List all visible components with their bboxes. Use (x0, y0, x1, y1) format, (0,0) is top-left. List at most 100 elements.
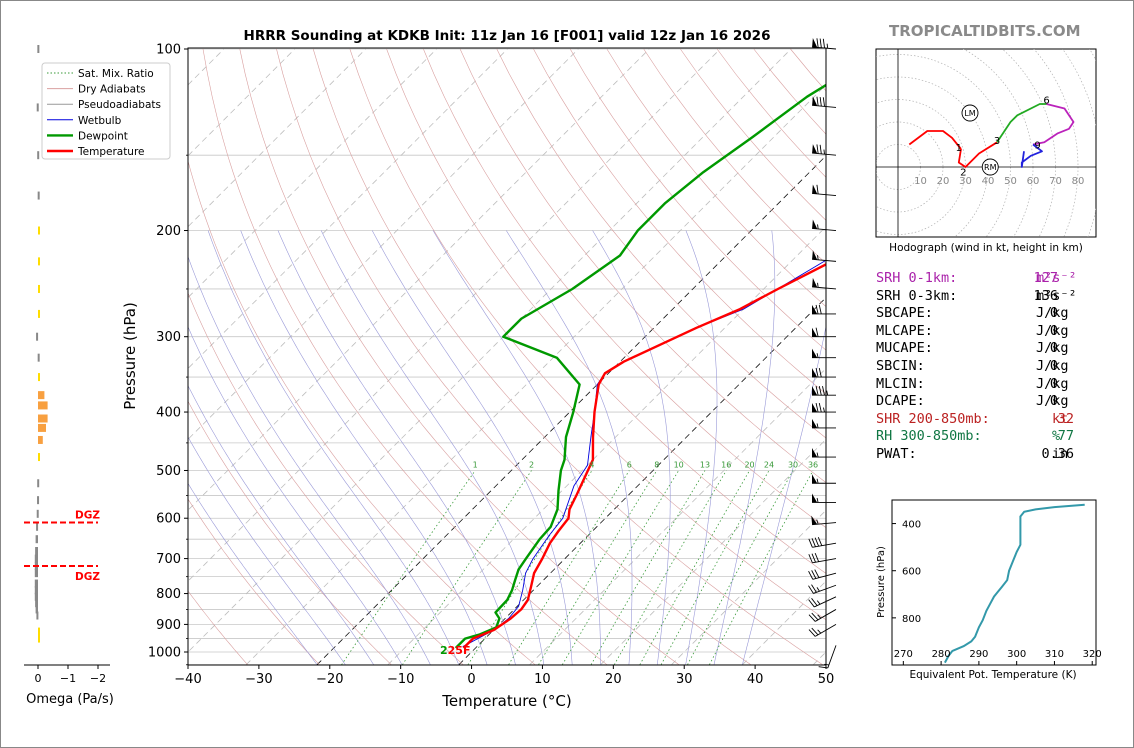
parameter-value: 0.36 (1041, 446, 1074, 462)
parameter-label: MLCIN: (876, 375, 925, 392)
barb-full-flag (819, 96, 822, 107)
barb-full-flag (818, 367, 822, 378)
parameter-label: SBCIN: (876, 358, 925, 374)
barb-full-flag (811, 570, 817, 579)
mixing-ratio-label: 16 (721, 460, 731, 469)
omega-bar (35, 535, 38, 544)
isotherm-line (529, 367, 826, 665)
key-isotherm-line (316, 155, 826, 665)
barb-full-flag (815, 327, 819, 337)
barb-shaft (812, 227, 837, 231)
parameter-unit: % (1052, 428, 1061, 445)
theta-e-line (944, 503, 1085, 664)
omega-bar (38, 627, 40, 636)
mixing-ratio-line (402, 470, 532, 665)
temperature-tick-label: 40 (747, 672, 764, 687)
parameter-row: SBCIN: 0 J/kg (876, 358, 1106, 376)
barb-full-flag (814, 569, 820, 578)
wind-barb (811, 515, 837, 526)
theta-e-y-tick-label: 600 (902, 567, 921, 578)
wind-barb (812, 327, 836, 338)
parameter-value: 0 (1049, 375, 1058, 392)
theta-e-axis-ticks: 270 280 290 300 310 320 400 600 800 (892, 520, 1102, 665)
barb-shaft (827, 645, 837, 669)
parameter-row: MLCIN: 0 J/kg (876, 376, 1106, 394)
wind-barb (808, 536, 837, 548)
theta-e-y-label: Pressure (hPa) (876, 546, 887, 618)
barb-pennant (812, 448, 818, 458)
barb-pennant (812, 304, 818, 314)
pressure-tick-label: 500 (156, 464, 181, 479)
dry-adiabat-line (202, 48, 608, 665)
barb-pennant (812, 219, 818, 229)
mixing-ratio-line (508, 470, 630, 665)
pseudoadiabat-line (713, 230, 776, 665)
barb-full-flag (816, 144, 819, 154)
mixing-ratio-label: 36 (808, 460, 818, 469)
surface-temp-label: 25F (448, 644, 471, 657)
hodograph-segment (996, 103, 1047, 143)
parameter-unit: J/kg (1036, 358, 1069, 374)
mixing-ratio-label: 10 (674, 460, 684, 469)
barb-full-flag (818, 386, 822, 396)
dry-adiabat-line (188, 292, 464, 665)
wind-barb (818, 645, 837, 669)
hodograph-ring-label: 80 (1072, 176, 1085, 187)
theta-e-box (891, 499, 1097, 666)
storm-motion-label: RM (984, 163, 997, 172)
pressure-tick-label: 600 (156, 512, 181, 527)
wind-barb (812, 474, 836, 484)
pseudoadiabat-line (188, 436, 346, 665)
legend-label: Dry Adiabats (78, 84, 146, 96)
omega-bar (35, 547, 38, 556)
isotherm-line (671, 509, 826, 665)
barb-half-flag (816, 478, 819, 484)
barb-shaft (814, 624, 837, 637)
legend-box (41, 62, 171, 160)
dry-adiabat-line (188, 498, 320, 665)
parameter-unit: m²s⁻² (1036, 270, 1077, 286)
pressure-tick-label: 200 (156, 224, 181, 239)
omega-bar (38, 423, 46, 432)
barb-full-flag (814, 537, 820, 547)
dry-adiabat-line (386, 48, 826, 574)
theta-e-x-tick-label: 300 (1007, 649, 1026, 660)
barb-shaft (812, 542, 837, 548)
isotherm-line (600, 438, 826, 665)
mixing-ratio-label: 1 (473, 460, 478, 469)
omega-bar (38, 373, 40, 382)
hodograph-ring-label: 20 (937, 176, 950, 187)
temperature-tick-label: −30 (245, 672, 272, 687)
theta-e-x-tick-label: 290 (969, 649, 988, 660)
barb-pennant (812, 474, 818, 484)
barb-shaft (814, 609, 837, 622)
omega-bar (36, 509, 39, 518)
barb-full-flag (808, 599, 815, 608)
pressure-axis-ticks: 100 200 300 400 500 600 700 800 900 1000 (148, 43, 188, 666)
wind-barb (812, 348, 836, 359)
wind-barb (812, 493, 836, 503)
temperature-tick-label: −20 (316, 672, 343, 687)
barb-pennant (812, 348, 818, 358)
barb-full-flag (816, 38, 819, 48)
pressure-tick-label: 700 (156, 552, 181, 567)
hodograph-height-label: 2 (960, 168, 966, 179)
dry-adiabat-line (569, 48, 826, 351)
omega-bar (34, 579, 38, 588)
isotherm-line (188, 48, 650, 511)
hodograph-ring-label: 70 (1049, 176, 1062, 187)
dry-adiabat-line (312, 48, 823, 665)
barb-half-flag (823, 149, 825, 155)
mixing-ratio-line (709, 470, 814, 665)
omega-tick-label: −2 (90, 672, 106, 685)
barb-full-flag (811, 538, 816, 547)
theta-e-panel: 270 280 290 300 310 320 400 600 800 Equivalent P… (876, 499, 1102, 681)
barb-pennant (812, 96, 818, 106)
mixing-ratio-label: 20 (744, 460, 754, 469)
parameter-unit: J/kg (1036, 305, 1069, 322)
barb-full-flag (814, 552, 820, 562)
parameter-value: 32 (1057, 410, 1074, 427)
parameter-unit: m²s⁻² (1036, 287, 1077, 304)
mixing-ratio-label: 2 (529, 460, 534, 469)
parameter-unit: J/kg (1036, 340, 1069, 357)
